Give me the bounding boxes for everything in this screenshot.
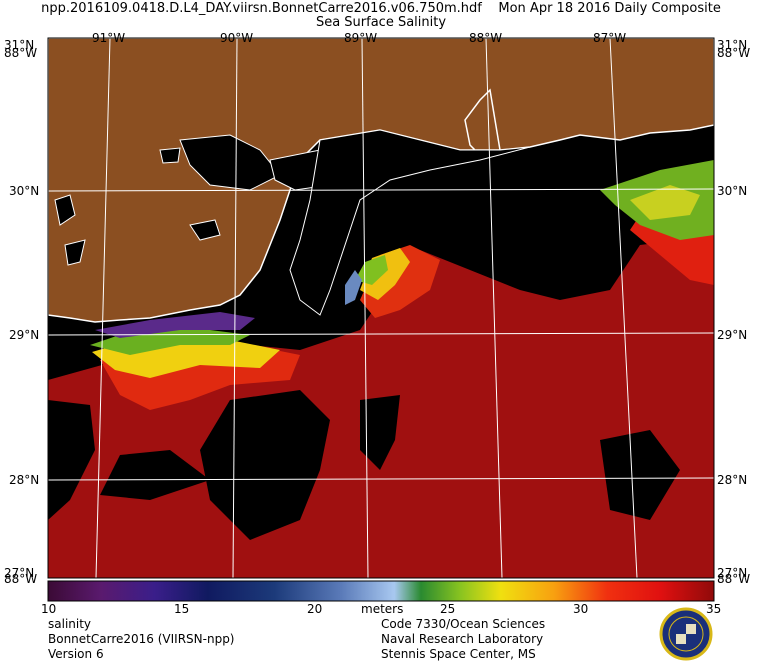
nodata-patch [100, 450, 210, 500]
colorbar-tick: 35 [706, 602, 722, 616]
lake [189, 219, 221, 241]
lake [64, 239, 86, 266]
nodata-patch [200, 390, 330, 540]
corner-lon-label: 88°W [4, 46, 38, 60]
nrl-seal-logo [659, 607, 713, 661]
dataset-name: BonnetCarre2016 (VIIRSN-npp) [48, 632, 235, 646]
colorbar-tick: 10 [41, 602, 57, 616]
top-lon-label: 90°W [220, 31, 254, 45]
corner-lon-label: 88°W [717, 46, 751, 60]
top-lon-label: 91°W [92, 31, 126, 45]
colorbar-tick: 15 [174, 602, 190, 616]
left-lat-label: 29°N [9, 328, 40, 342]
top-lon-label: 87°W [593, 31, 627, 45]
colorbar-tick: 20 [307, 602, 323, 616]
plume-blue [345, 270, 362, 305]
left-lat-label: 28°N [9, 473, 40, 487]
corner-lat-label: 27°N [4, 566, 35, 580]
lake [159, 147, 181, 164]
nodata-patch [360, 395, 400, 470]
plume-yellow [630, 185, 700, 220]
map-frame [47, 37, 715, 579]
version-text: Version 6 [48, 647, 104, 661]
product-name: salinity [48, 617, 92, 631]
org-location: Stennis Space Center, MS [381, 647, 536, 661]
nodata-patch [600, 430, 680, 520]
corner-lat-label: 27°N [717, 566, 748, 580]
graticule [47, 37, 715, 579]
plume-green [355, 255, 388, 285]
corner-lon-label: 88°W [4, 572, 38, 586]
colorbar [47, 580, 715, 602]
corner-lat-label: 31°N [4, 38, 35, 52]
nodata-patch [48, 400, 95, 520]
corner-lat-label: 31°N [717, 38, 748, 52]
image-subtitle: Sea Surface Salinity [315, 15, 447, 30]
org-code: Code 7330/Ocean Sciences [381, 617, 546, 631]
image-title: npp.2016109.0418.D.L4_DAY.viirsn.BonnetC… [41, 1, 721, 16]
lake [54, 194, 76, 226]
right-lat-label: 28°N [717, 473, 748, 487]
top-lon-label: 88°W [469, 31, 503, 45]
sound-water [289, 129, 531, 316]
left-lat-label: 30°N [9, 184, 40, 198]
lake [179, 134, 281, 191]
right-lat-label: 29°N [717, 328, 748, 342]
right-lat-label: 30°N [717, 184, 748, 198]
colorbar-tick: 30 [573, 602, 589, 616]
org-name: Naval Research Laboratory [381, 632, 544, 646]
colorbar-tick: 25 [440, 602, 456, 616]
corner-lon-label: 88°W [717, 572, 751, 586]
top-lon-label: 89°W [344, 31, 378, 45]
colorbar-unit: meters [361, 602, 404, 616]
plume-purple [95, 312, 255, 338]
